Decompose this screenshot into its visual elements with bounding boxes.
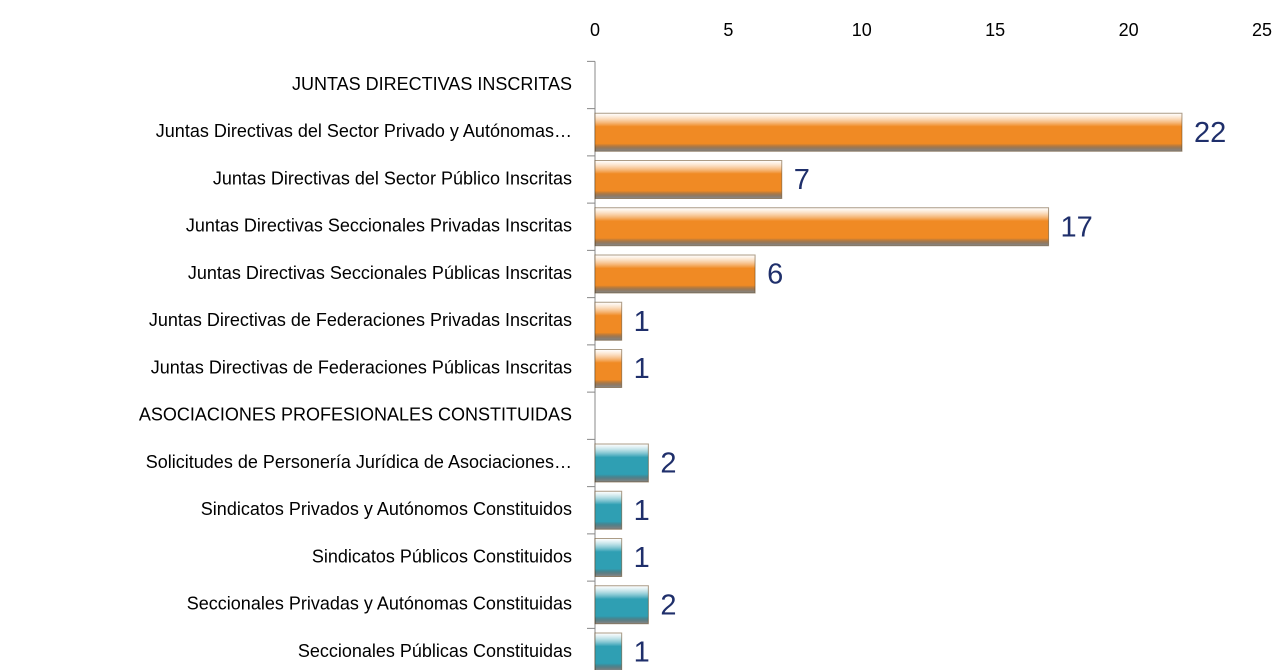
- data-label: 1: [634, 306, 650, 338]
- category-label: Juntas Directivas del Sector Público Ins…: [213, 168, 572, 188]
- category-label: ASOCIACIONES PROFESIONALES CONSTITUIDAS: [139, 405, 572, 425]
- data-label: 1: [634, 495, 650, 527]
- bar: [594, 538, 623, 577]
- x-tick-label: 25: [1252, 20, 1272, 40]
- category-label: Juntas Directivas Seccionales Privadas I…: [186, 216, 572, 236]
- data-label: 6: [767, 259, 783, 291]
- bar: [594, 585, 649, 625]
- data-label: 22: [1194, 117, 1226, 149]
- data-label: 7: [794, 164, 810, 196]
- x-tick-label: 20: [1119, 20, 1139, 40]
- category-label: JUNTAS DIRECTIVAS INSCRITAS: [292, 74, 572, 94]
- x-tick-label: 15: [985, 20, 1005, 40]
- bar: [594, 160, 783, 199]
- bar: [594, 112, 1183, 152]
- category-label: Seccionales Públicas Constituidas: [298, 641, 572, 661]
- category-label: Juntas Directivas de Federaciones Privad…: [149, 310, 572, 330]
- category-label: Juntas Directivas de Federaciones Públic…: [151, 357, 572, 377]
- data-label: 2: [660, 448, 676, 480]
- bar: [594, 254, 756, 294]
- bar: [594, 490, 623, 530]
- data-label: 2: [660, 589, 676, 621]
- bar: [594, 301, 623, 341]
- category-label: Solicitudes de Personería Jurídica de As…: [146, 452, 572, 472]
- category-label: Sindicatos Públicos Constituidos: [312, 546, 572, 566]
- x-tick-label: 5: [723, 20, 733, 40]
- category-label: Juntas Directivas del Sector Privado y A…: [156, 121, 572, 141]
- data-label: 1: [634, 353, 650, 385]
- data-label: 1: [634, 542, 650, 574]
- bar: [594, 349, 623, 388]
- x-tick-label: 10: [852, 20, 872, 40]
- data-label: 1: [634, 637, 650, 669]
- x-tick-label: 0: [590, 20, 600, 40]
- category-label: Sindicatos Privados y Autónomos Constitu…: [201, 499, 572, 519]
- bar: [594, 207, 1050, 247]
- bar: [594, 632, 623, 670]
- bar: [594, 443, 649, 483]
- data-label: 17: [1061, 211, 1093, 243]
- category-label: Juntas Directivas Seccionales Públicas I…: [188, 263, 572, 283]
- category-label: Seccionales Privadas y Autónomas Constit…: [187, 594, 572, 614]
